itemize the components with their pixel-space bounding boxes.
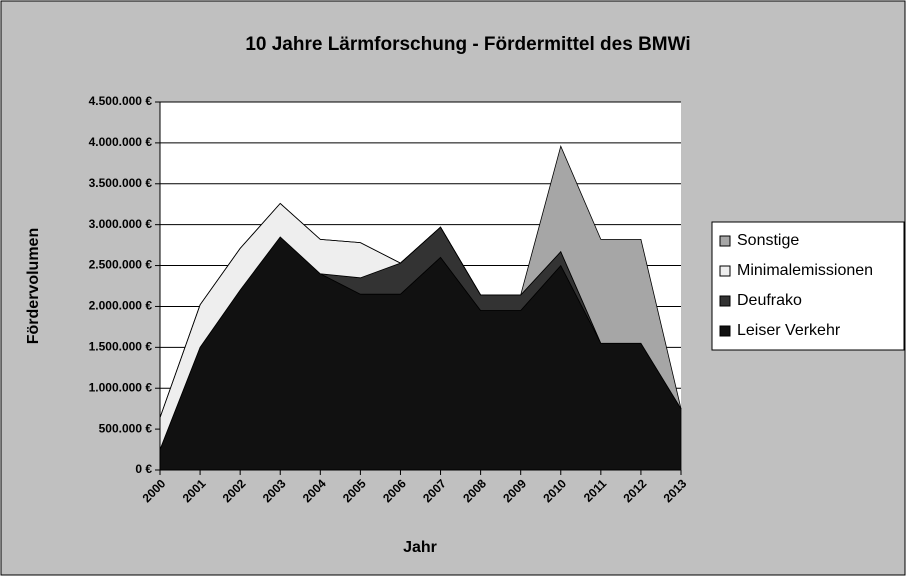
y-tick-label: 4.500.000 € (89, 94, 153, 108)
y-tick-label: 2.500.000 € (89, 258, 153, 272)
legend-label: Sonstige (737, 232, 799, 249)
legend-swatch (719, 295, 731, 307)
legend-swatch (719, 235, 731, 247)
y-tick-label: 0 € (135, 462, 152, 476)
legend-label: Deufrako (737, 292, 802, 309)
legend-label: Minimalemissionen (737, 262, 873, 279)
chart-title: 10 Jahre Lärmforschung - Fördermittel de… (245, 34, 690, 55)
legend-label: Leiser Verkehr (737, 322, 841, 339)
y-tick-label: 4.000.000 € (89, 135, 153, 149)
y-tick-label: 1.500.000 € (89, 340, 153, 354)
y-tick-label: 3.000.000 € (89, 217, 153, 231)
area (159, 144, 682, 418)
y-tick-label: 1.000.000 € (89, 380, 153, 394)
legend-swatch (719, 325, 731, 337)
y-tick-label: 2.000.000 € (89, 299, 153, 313)
legend-swatch (719, 265, 731, 277)
x-axis-label: Jahr (403, 539, 437, 556)
legend (711, 221, 905, 351)
y-tick-label: 3.500.000 € (89, 176, 153, 190)
y-tick-label: 500.000 € (99, 421, 153, 435)
y-axis-label: Fördervolumen (25, 228, 42, 344)
